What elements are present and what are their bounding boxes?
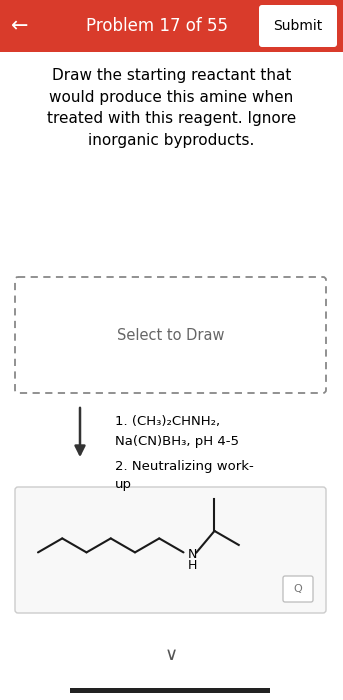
Text: Q: Q [294,584,303,594]
Text: Na(CN)BH₃, pH 4-5: Na(CN)BH₃, pH 4-5 [115,435,239,448]
Text: up: up [115,478,132,491]
Text: ←: ← [11,16,29,36]
FancyBboxPatch shape [283,576,313,602]
Text: 2. Neutralizing work-: 2. Neutralizing work- [115,460,254,473]
Bar [0,0,343,52]
Text: Draw the starting reactant that
would produce this amine when
treated with this : Draw the starting reactant that would pr… [47,68,296,148]
Text: Select to Draw: Select to Draw [117,328,224,342]
FancyBboxPatch shape [15,277,326,393]
Text: H: H [188,559,197,572]
FancyBboxPatch shape [259,5,337,47]
FancyBboxPatch shape [15,487,326,613]
Text: Submit: Submit [273,19,323,33]
Text: ∨: ∨ [165,646,178,664]
Text: N: N [188,548,197,561]
Text: Problem 17 of 55: Problem 17 of 55 [85,17,227,35]
Bar [70,688,270,693]
Text: 1. (CH₃)₂CHNH₂,: 1. (CH₃)₂CHNH₂, [115,415,220,428]
